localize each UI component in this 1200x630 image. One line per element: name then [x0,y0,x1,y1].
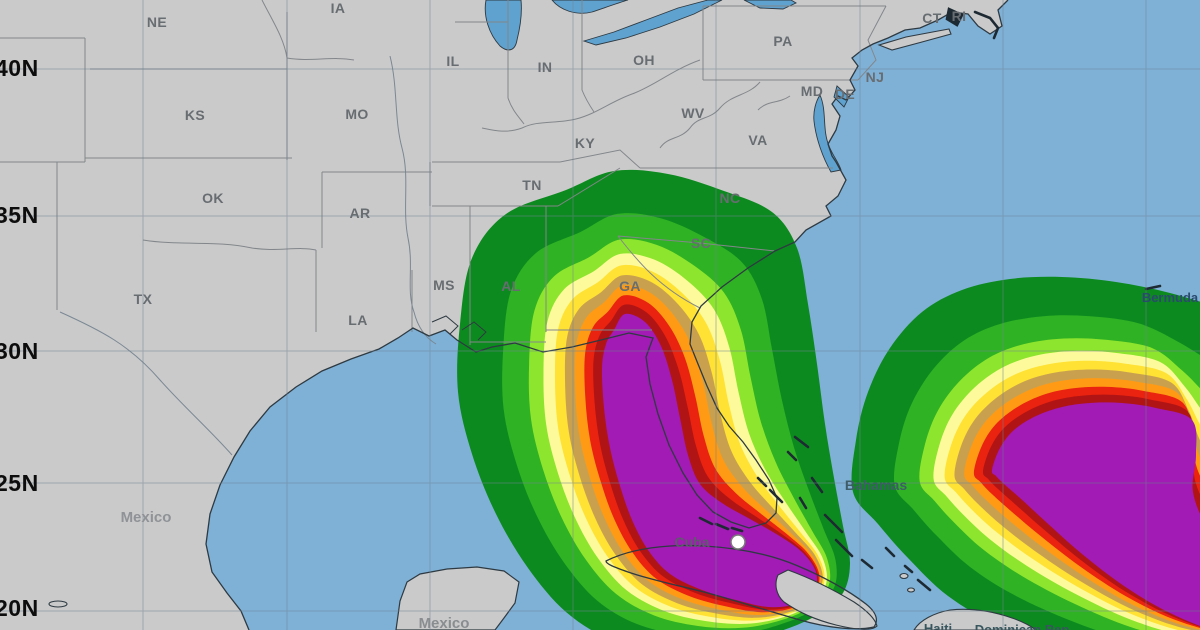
state-label-pa: PA [773,33,792,49]
long-island-land [877,28,952,51]
mississippi-river [389,55,437,345]
place-label-bermuda: Bermuda [1142,290,1199,305]
rio-grande-river [59,311,233,456]
island-dashes [698,7,1162,592]
state-label-wv: WV [681,105,705,121]
delaware-bay [833,85,850,108]
small-island [48,600,68,608]
state-label-md: MD [801,83,824,99]
state-label-ar: AR [349,205,370,221]
atlantic-cone [851,276,1200,630]
louisiana-marsh-detail [431,315,487,341]
probability-band-10 [601,313,818,608]
place-label-mexico: Mexico [419,615,470,630]
yucatan-land [395,566,520,630]
chesapeake-bay [813,94,842,173]
state-label-ia: IA [331,0,346,16]
state-label-oh: OH [633,52,655,68]
small-island [899,572,909,580]
state-label-tn: TN [522,177,541,193]
state-label-va: VA [748,132,767,148]
state-label-ok: OK [202,190,224,206]
state-label-ne: NE [147,14,167,30]
place-label-cuba: Cuba [675,534,710,550]
state-label-ct: CT [922,10,942,26]
lake-erie [582,0,723,46]
latitude-label: 35N [0,202,39,228]
state-label-al: AL [501,278,521,294]
islands [48,28,1037,630]
state-label-nc: NC [719,190,740,206]
latitude-label: 20N [0,595,39,621]
place-label-haiti: Haiti [924,621,952,630]
rivers [59,55,437,456]
state-label-ga: GA [619,278,641,294]
florida-cone [457,169,851,630]
state-label-ky: KY [575,135,596,151]
probability-band-10 [991,402,1200,626]
state-label-ri: RI [952,8,967,24]
place-label-dominican-rep: Dominican Rep [975,622,1070,630]
wind-probability-cones [457,169,1200,630]
bermuda-island [1144,284,1162,291]
storm-position-marker [730,534,746,550]
state-label-il: IL [446,53,459,69]
state-label-nj: NJ [866,69,885,85]
state-borders [0,0,887,345]
state-label-de: DE [835,86,855,102]
state-label-in: IN [538,59,553,75]
east-cuba-land [775,569,878,630]
place-label-bahamas: Bahamas [845,477,907,493]
place-label-mexico: Mexico [121,509,172,526]
state-label-ks: KS [185,107,205,123]
latitude-label: 30N [0,338,39,364]
latitude-label: 25N [0,470,39,496]
narragansett-splotch [945,7,964,27]
state-label-mo: MO [345,106,368,122]
lakes [484,0,850,173]
cape-cod-hook [973,10,1000,40]
atlantic-gulf-coastline [205,0,1009,630]
state-label-sc: SC [691,235,711,251]
state-label-ms: MS [433,277,455,293]
state-label-tx: TX [134,291,153,307]
latitude-label: 40N [0,55,39,81]
florida-keys [698,516,744,533]
lake-huron [551,0,629,14]
bahamas-islands [756,435,932,592]
state-label-la: LA [348,312,367,328]
lake-michigan [484,0,522,51]
small-island [906,587,916,593]
